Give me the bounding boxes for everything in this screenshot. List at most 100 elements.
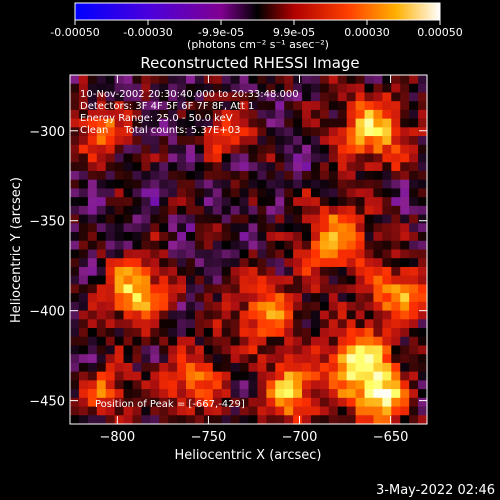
heatmap-cell <box>302 301 312 312</box>
heatmap-cell <box>328 240 339 251</box>
heatmap-cell <box>248 284 259 294</box>
heatmap-cell <box>230 380 241 390</box>
heatmap-cell <box>114 223 125 233</box>
heatmap-cell <box>239 310 250 320</box>
heatmap-cell <box>132 371 143 381</box>
heatmap-cell <box>132 127 143 137</box>
heatmap-cell <box>319 415 330 425</box>
heatmap-cell <box>257 336 267 347</box>
heatmap-cell <box>212 232 223 242</box>
heatmap-cell <box>346 380 357 390</box>
heatmap-cell <box>266 197 276 207</box>
heatmap-cell <box>123 162 134 172</box>
heatmap-cell <box>87 109 98 120</box>
heatmap-cell <box>346 275 357 285</box>
heatmap-cell <box>310 275 321 285</box>
heatmap-cell <box>328 380 339 390</box>
heatmap-cell <box>400 249 410 259</box>
heatmap-cell <box>212 336 223 347</box>
heatmap-cell <box>114 319 125 329</box>
heatmap-cell <box>239 136 250 146</box>
heatmap-cell <box>221 83 232 94</box>
heatmap-cell <box>346 336 357 347</box>
heatmap-cell <box>346 397 357 408</box>
heatmap-cell <box>132 197 143 207</box>
heatmap-cell <box>87 389 98 399</box>
heatmap-cell <box>70 197 80 207</box>
heatmap-cell <box>266 92 276 102</box>
heatmap-cell <box>328 406 339 416</box>
heatmap-cell <box>391 92 401 102</box>
heatmap-cell <box>168 188 178 198</box>
heatmap-cell <box>248 310 259 320</box>
heatmap-cell <box>96 301 107 312</box>
heatmap-cell <box>418 240 428 251</box>
heatmap-cell <box>275 328 285 338</box>
heatmap-cell <box>400 144 410 155</box>
heatmap-cell <box>337 109 348 120</box>
heatmap-cell <box>212 284 223 294</box>
heatmap-cell <box>391 293 401 303</box>
heatmap-cell <box>114 162 125 172</box>
heatmap-cell <box>159 380 169 390</box>
heatmap-cell <box>239 293 250 303</box>
heatmap-cell <box>284 371 294 381</box>
heatmap-cell <box>302 127 312 137</box>
heatmap-cell <box>400 223 410 233</box>
heatmap-cell <box>70 397 80 408</box>
heatmap-cell <box>221 310 232 320</box>
heatmap-cell <box>409 301 419 312</box>
heatmap-cell <box>284 328 294 338</box>
heatmap-cell <box>293 232 303 242</box>
heatmap-cell <box>418 275 428 285</box>
heatmap-cell <box>400 415 410 425</box>
heatmap-cell <box>391 319 401 329</box>
heatmap-cell <box>87 284 98 294</box>
heatmap-cell <box>373 188 383 198</box>
heatmap-cell <box>409 232 419 242</box>
heatmap-cell <box>132 380 143 390</box>
heatmap-cell <box>248 266 259 277</box>
heatmap-cell <box>302 371 312 381</box>
heatmap-cell <box>203 101 214 111</box>
heatmap-cell <box>141 415 151 425</box>
heatmap-cell <box>382 92 392 102</box>
heatmap-cell <box>275 136 285 146</box>
colorbar-ticks <box>74 20 441 25</box>
heatmap-cell <box>364 144 375 155</box>
heatmap-cell <box>373 232 383 242</box>
heatmap-cell <box>203 205 214 216</box>
heatmap-cell <box>159 240 169 251</box>
heatmap-cell <box>141 101 151 111</box>
heatmap-cell <box>78 397 89 408</box>
heatmap-cell <box>382 266 392 277</box>
heatmap-cell <box>257 275 267 285</box>
heatmap-cell <box>132 223 143 233</box>
heatmap-cell <box>221 249 232 259</box>
heatmap-cell <box>364 362 375 373</box>
heatmap-cell <box>391 328 401 338</box>
heatmap-cell <box>266 258 276 268</box>
heatmap-cell <box>168 162 178 172</box>
heatmap-cell <box>123 249 134 259</box>
heatmap-cell <box>194 136 205 146</box>
heatmap-cell <box>78 415 89 425</box>
heatmap-cell <box>310 223 321 233</box>
heatmap-cell <box>177 127 187 137</box>
heatmap-cell <box>132 136 143 146</box>
heatmap-cell <box>337 319 348 329</box>
heatmap-cell <box>310 153 321 163</box>
heatmap-cell <box>275 362 285 373</box>
heatmap-cell <box>186 328 196 338</box>
heatmap-cell <box>221 362 232 373</box>
heatmap-cell <box>364 336 375 347</box>
heatmap-cell <box>400 92 410 102</box>
heatmap-cell <box>212 136 223 146</box>
heatmap-cell <box>87 214 98 224</box>
heatmap-cell <box>400 266 410 277</box>
heatmap-cell <box>141 389 151 399</box>
heatmap-cell <box>328 301 339 312</box>
heatmap-cell <box>194 83 205 94</box>
heatmap-cell <box>293 301 303 312</box>
heatmap-cell <box>302 83 312 94</box>
